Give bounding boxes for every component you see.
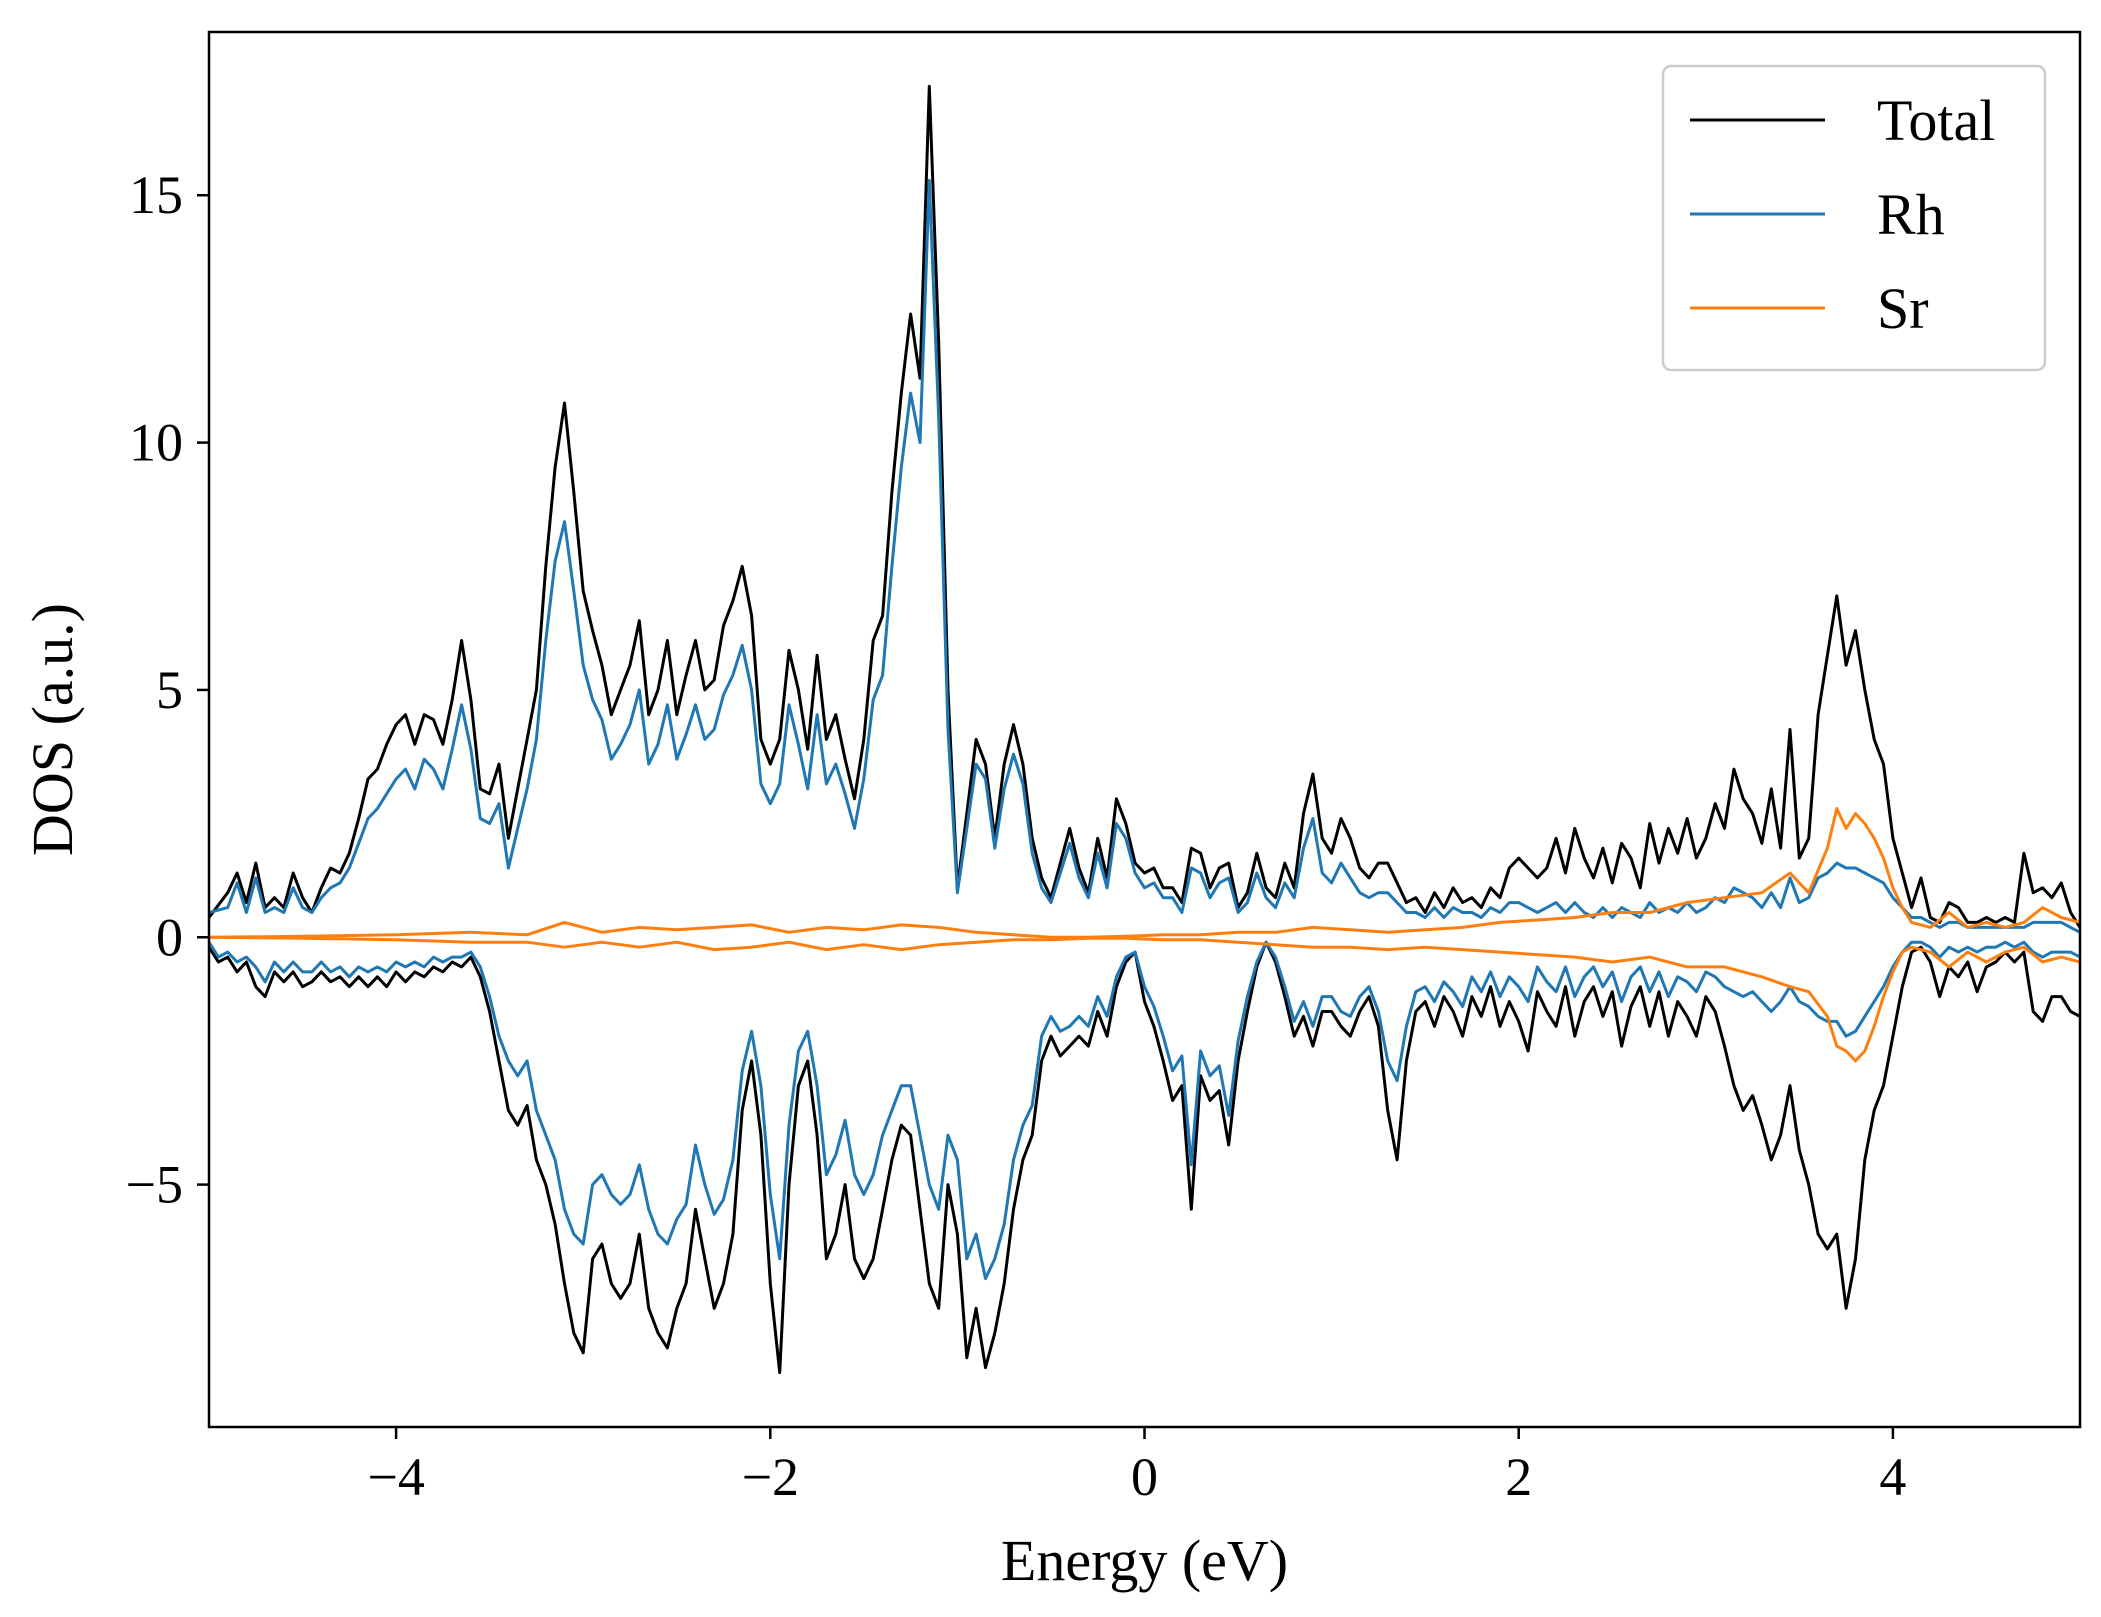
legend-label-rh: Rh — [1877, 182, 1945, 247]
series-layer — [209, 84, 2080, 1375]
y-tick-label: 5 — [156, 660, 183, 720]
y-tick-label: −5 — [126, 1155, 183, 1215]
x-tick-label: 0 — [1131, 1447, 1158, 1507]
x-tick-label: 4 — [1879, 1447, 1906, 1507]
x-tick-label: −2 — [742, 1447, 799, 1507]
legend-box — [1661, 64, 2047, 372]
rh-spin-down-line — [209, 940, 2080, 1281]
y-axis-title: DOS (a.u.) — [20, 603, 85, 856]
x-axis-title: Energy (eV) — [1001, 1528, 1288, 1593]
total-spin-up-line — [209, 84, 2080, 929]
x-tick-label: 2 — [1505, 1447, 1532, 1507]
x-tick-label: −4 — [367, 1447, 424, 1507]
y-tick-label: 15 — [129, 165, 183, 225]
total-spin-down-line — [209, 940, 2080, 1375]
y-tick-label: 0 — [156, 907, 183, 967]
legend-label-total: Total — [1877, 88, 1995, 153]
y-tick-label: 10 — [129, 413, 183, 473]
rh-spin-up-line — [209, 178, 2080, 934]
sr-spin-down-line — [209, 935, 2080, 1063]
legend-label-sr: Sr — [1877, 276, 1929, 341]
sr-spin-up-line — [209, 807, 2080, 939]
legend: Total Rh Sr — [1661, 64, 2047, 372]
ticks-layer: −4 −2 0 2 4 −5 0 5 10 15 — [126, 165, 1907, 1507]
